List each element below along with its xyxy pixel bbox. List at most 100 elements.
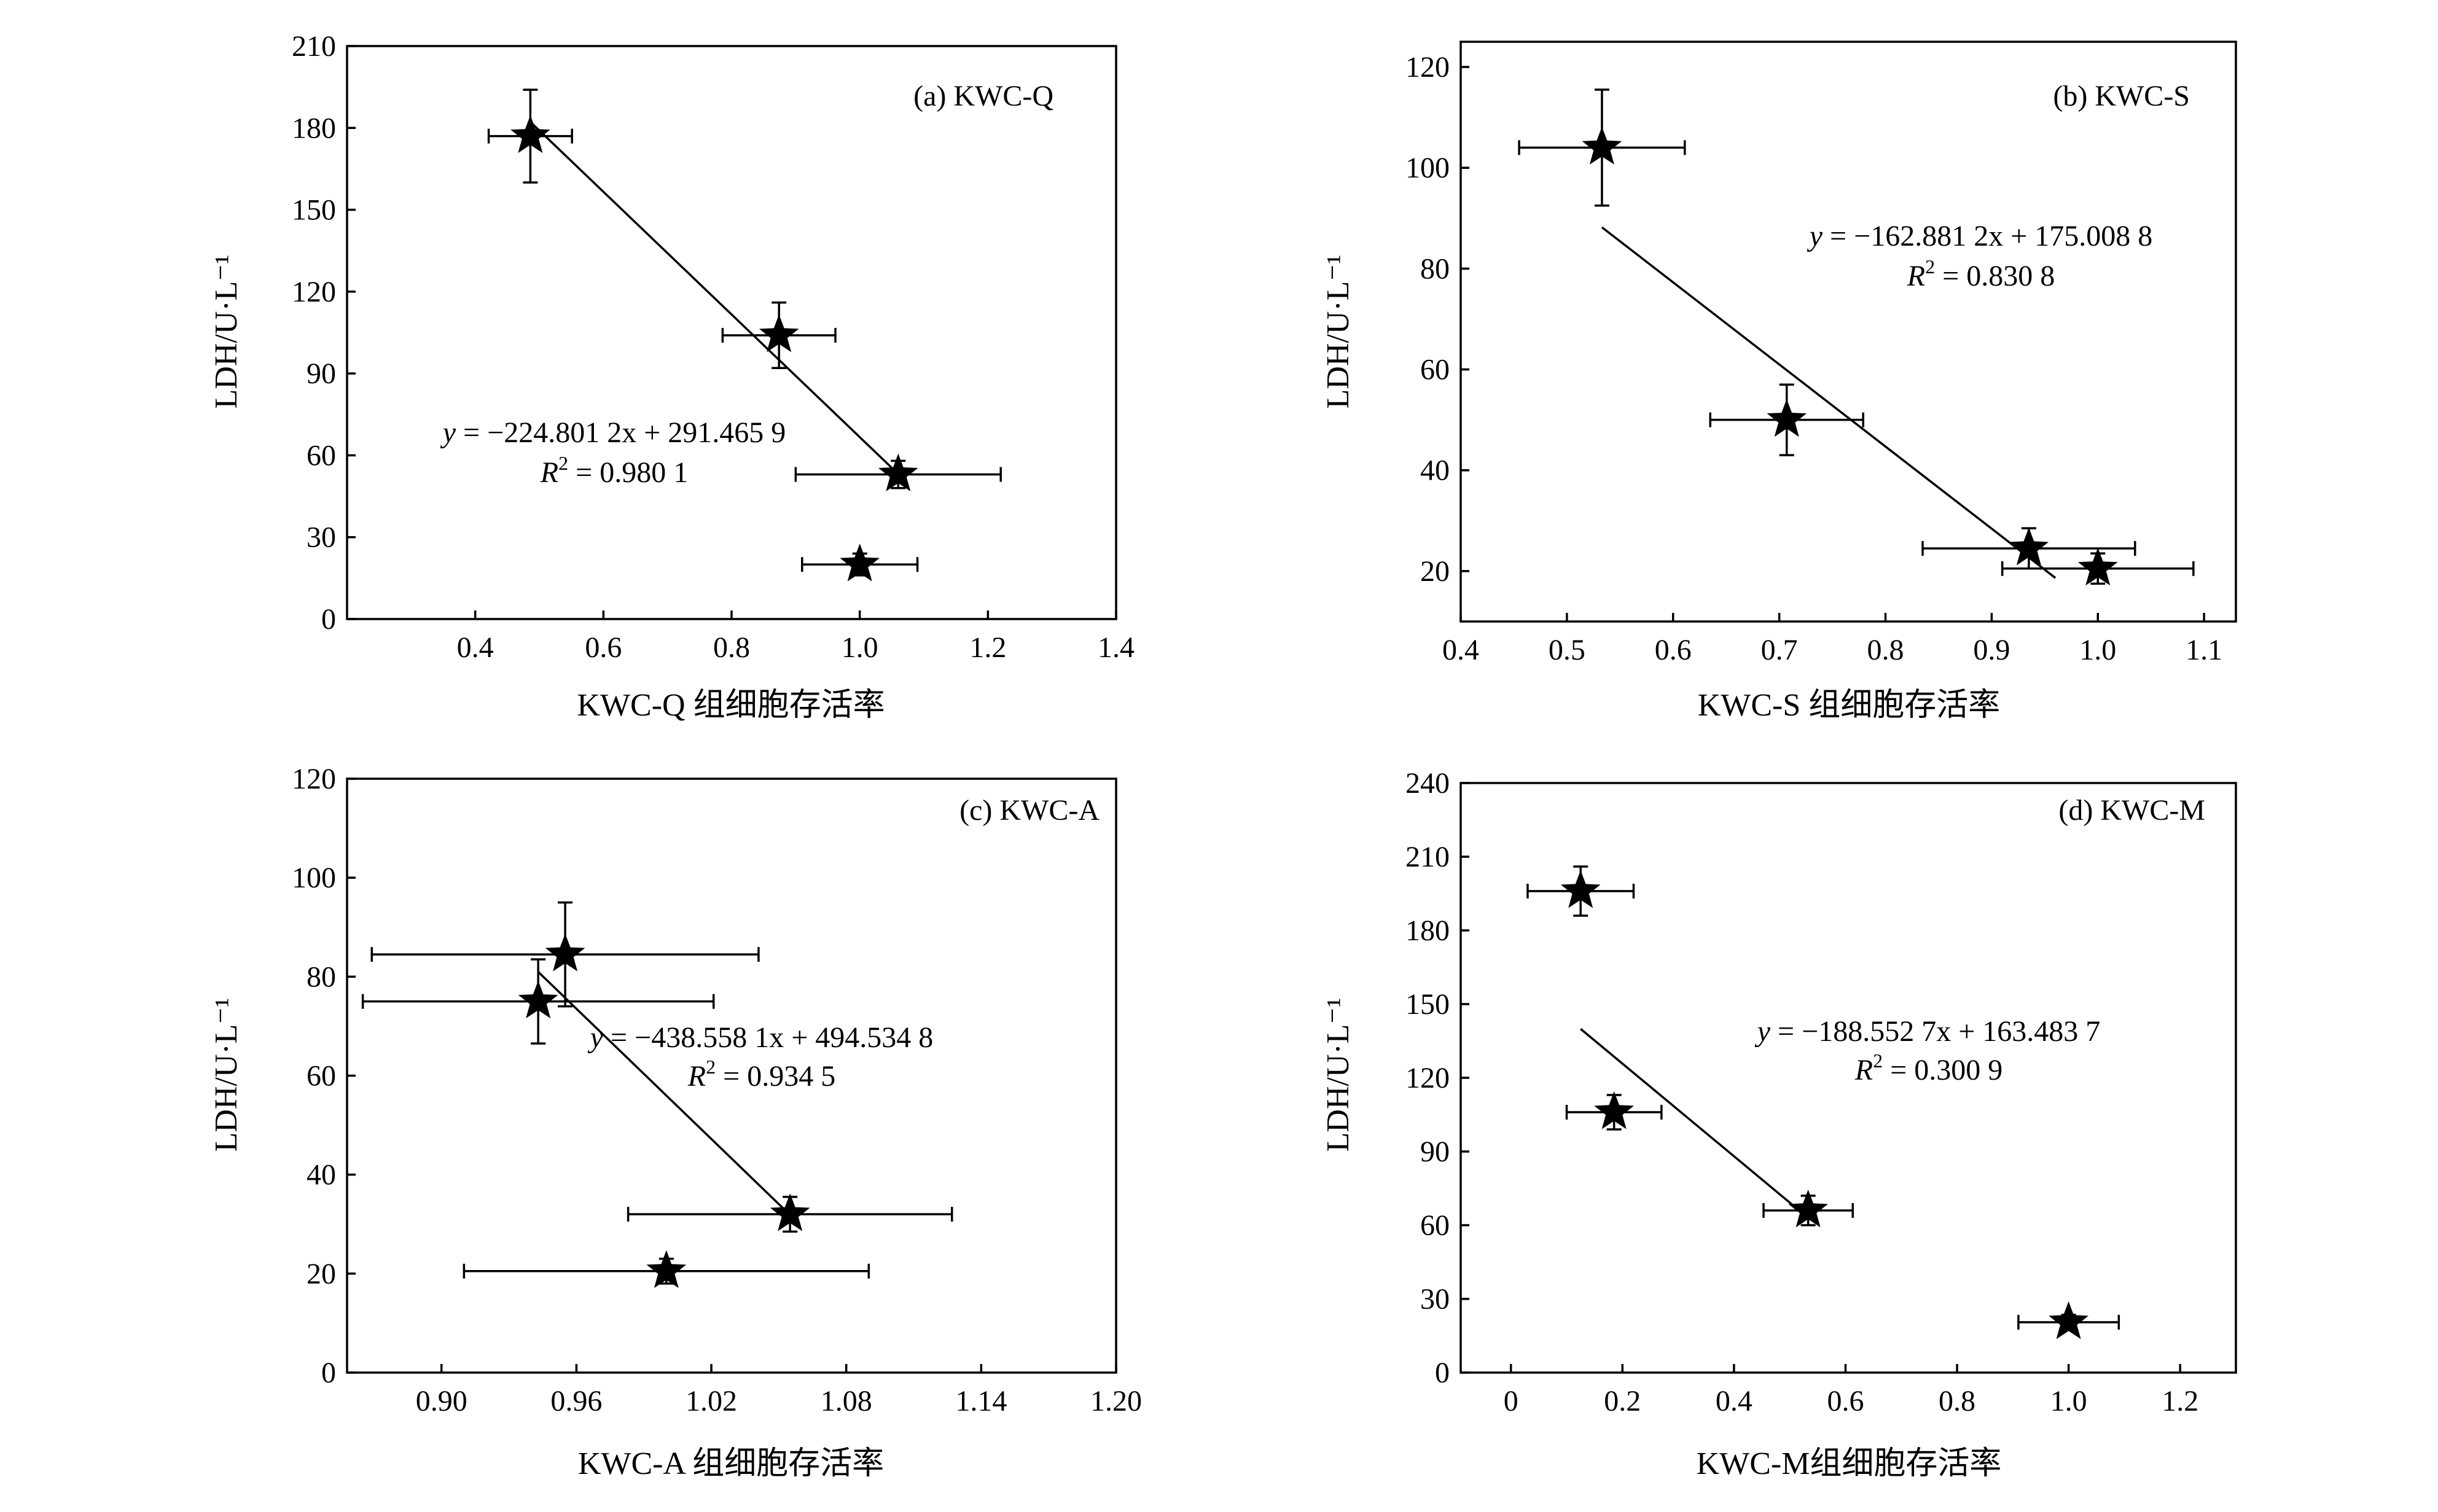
x-tick-label: 0.6 bbox=[1827, 1385, 1864, 1417]
x-tick-label: 1.0 bbox=[2050, 1385, 2087, 1417]
y-tick-label: 180 bbox=[292, 112, 336, 144]
x-tick-label: 0.5 bbox=[1549, 634, 1585, 666]
data-point-star bbox=[878, 453, 918, 491]
y-tick-label: 180 bbox=[1405, 914, 1450, 947]
data-point-star bbox=[759, 314, 799, 353]
r-squared: R2 = 0.980 1 bbox=[540, 452, 688, 489]
x-tick-label: 0.4 bbox=[1716, 1385, 1752, 1417]
regression-equation: y = −438.558 1x + 494.534 8 bbox=[587, 1021, 934, 1054]
chart-panel-c: 0.90 0.96 1.02 1.08 1.14 1.20 0 20 40 60 80 100 120 K… bbox=[209, 763, 1142, 1481]
data-point-star bbox=[2009, 528, 2049, 566]
x-tick-label: 1.14 bbox=[955, 1385, 1007, 1417]
regression-line bbox=[529, 121, 899, 475]
x-tick-label: 0.8 bbox=[713, 631, 750, 664]
x-tick-label: 0.96 bbox=[550, 1385, 602, 1417]
chart-panel-b: 0.4 0.5 0.6 0.7 0.8 0.9 1.0 1.1 20 40 60 80 100 120 KW… bbox=[1321, 41, 2237, 723]
y-tick-label: 0 bbox=[321, 603, 336, 636]
y-tick-label: 120 bbox=[292, 763, 336, 795]
x-axis-title: KWC-A 组细胞存活率 bbox=[578, 1446, 884, 1481]
x-tick-label: 0.8 bbox=[1867, 634, 1904, 666]
data-point-star bbox=[770, 1193, 810, 1231]
data-point-star bbox=[2049, 1301, 2088, 1339]
y-tick-label: 30 bbox=[1420, 1283, 1450, 1315]
data-point-star bbox=[646, 1250, 687, 1288]
y-tick-label: 120 bbox=[292, 276, 336, 308]
regression-equation: y = −188.552 7x + 163.483 7 bbox=[1754, 1015, 2101, 1048]
y-tick-label: 100 bbox=[292, 862, 336, 894]
y-tick-label: 80 bbox=[1420, 252, 1450, 285]
y-tick-label: 60 bbox=[307, 1060, 336, 1093]
x-tick-label: 0.9 bbox=[1973, 634, 2010, 666]
x-tick-label: 0.6 bbox=[585, 631, 622, 664]
x-tick-label: 1.0 bbox=[2079, 634, 2116, 666]
y-tick-label: 150 bbox=[292, 194, 336, 227]
y-axis-title: LDH/U·L⁻¹ bbox=[1321, 255, 1356, 409]
data-point-star bbox=[545, 933, 585, 972]
y-axis-title: LDH/U·L⁻¹ bbox=[209, 998, 244, 1152]
regression-equation: y = −224.801 2x + 291.465 9 bbox=[440, 416, 786, 449]
y-tick-label: 60 bbox=[307, 439, 336, 472]
plot-frame bbox=[1459, 41, 2237, 623]
chart-panel-d: 0 0.2 0.4 0.6 0.8 1.0 1.2 0 30 60 90 120 150 180 210 24… bbox=[1321, 767, 2237, 1481]
panel-label: (c) KWC-A bbox=[959, 794, 1100, 827]
plot-frame bbox=[346, 45, 1117, 620]
y-tick-label: 210 bbox=[1405, 841, 1450, 873]
data-point-star bbox=[1560, 870, 1601, 908]
y-tick-label: 60 bbox=[1420, 354, 1450, 386]
plot-frame bbox=[1459, 782, 2237, 1374]
panel-label: (d) KWC-M bbox=[2058, 794, 2205, 827]
data-point-star bbox=[1767, 399, 1807, 437]
regression-line bbox=[537, 971, 791, 1216]
regression-line bbox=[1601, 226, 2057, 579]
x-tick-label: 1.4 bbox=[1098, 631, 1135, 664]
y-tick-label: 40 bbox=[1420, 454, 1450, 487]
y-tick-label: 30 bbox=[307, 521, 336, 554]
y-axis-title: LDH/U·L⁻¹ bbox=[1321, 998, 1356, 1152]
x-tick-label: 0.7 bbox=[1761, 634, 1798, 666]
x-tick-label: 1.08 bbox=[821, 1385, 872, 1417]
y-axis-title: LDH/U·L⁻¹ bbox=[209, 255, 244, 409]
y-tick-label: 120 bbox=[1405, 51, 1450, 84]
x-axis-title: KWC-M组细胞存活率 bbox=[1697, 1446, 2002, 1481]
chart-panel-a: 0.4 0.6 0.8 1.0 1.2 1.4 0 30 60 90 120 150 180 210 KWC… bbox=[209, 30, 1135, 723]
data-point-star bbox=[510, 115, 550, 154]
data-point-star bbox=[1582, 127, 1622, 165]
y-tick-label: 0 bbox=[321, 1357, 336, 1389]
x-axis-title: KWC-S 组细胞存活率 bbox=[1698, 688, 2001, 723]
y-tick-label: 80 bbox=[307, 961, 336, 993]
x-tick-label: 0.90 bbox=[416, 1385, 467, 1417]
regression-equation: y = −162.881 2x + 175.008 8 bbox=[1807, 220, 2153, 252]
y-tick-label: 60 bbox=[1420, 1209, 1450, 1242]
y-tick-label: 210 bbox=[292, 30, 336, 63]
x-tick-label: 1.0 bbox=[842, 631, 878, 664]
panel-label: (a) KWC-Q bbox=[913, 80, 1053, 112]
y-tick-label: 90 bbox=[1420, 1136, 1450, 1168]
y-tick-label: 100 bbox=[1405, 152, 1450, 184]
data-point-star bbox=[840, 544, 880, 582]
x-tick-label: 0.6 bbox=[1655, 634, 1692, 666]
x-tick-label: 1.2 bbox=[969, 631, 1006, 664]
panel-label: (b) KWC-S bbox=[2053, 80, 2190, 112]
x-tick-label: 0 bbox=[1504, 1385, 1518, 1417]
y-tick-label: 40 bbox=[307, 1159, 336, 1191]
r-squared: R2 = 0.934 5 bbox=[687, 1056, 835, 1093]
data-point-star bbox=[1788, 1190, 1828, 1228]
y-tick-label: 0 bbox=[1435, 1357, 1450, 1389]
y-tick-label: 20 bbox=[307, 1258, 336, 1290]
y-tick-label: 240 bbox=[1405, 767, 1450, 800]
x-tick-label: 0.4 bbox=[1442, 634, 1479, 666]
y-tick-label: 90 bbox=[307, 357, 336, 390]
y-tick-label: 120 bbox=[1405, 1062, 1450, 1094]
y-tick-label: 20 bbox=[1420, 555, 1450, 588]
x-tick-label: 1.02 bbox=[686, 1385, 737, 1417]
y-tick-label: 150 bbox=[1405, 988, 1450, 1021]
regression-line bbox=[1580, 1027, 1809, 1219]
r-squared: R2 = 0.830 8 bbox=[1907, 255, 2055, 292]
x-tick-label: 1.20 bbox=[1090, 1385, 1142, 1417]
x-tick-label: 0.8 bbox=[1939, 1385, 1975, 1417]
data-point-star bbox=[518, 980, 558, 1019]
r-squared: R2 = 0.300 9 bbox=[1854, 1050, 2002, 1086]
x-tick-label: 1.2 bbox=[2162, 1385, 2198, 1417]
